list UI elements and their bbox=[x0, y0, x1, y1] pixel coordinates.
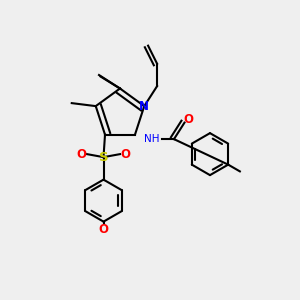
Text: O: O bbox=[183, 112, 193, 125]
Text: S: S bbox=[99, 151, 108, 164]
Text: NH: NH bbox=[144, 134, 159, 144]
Text: O: O bbox=[76, 148, 87, 160]
Text: O: O bbox=[98, 223, 109, 236]
Text: O: O bbox=[120, 148, 130, 160]
Text: N: N bbox=[139, 100, 149, 112]
